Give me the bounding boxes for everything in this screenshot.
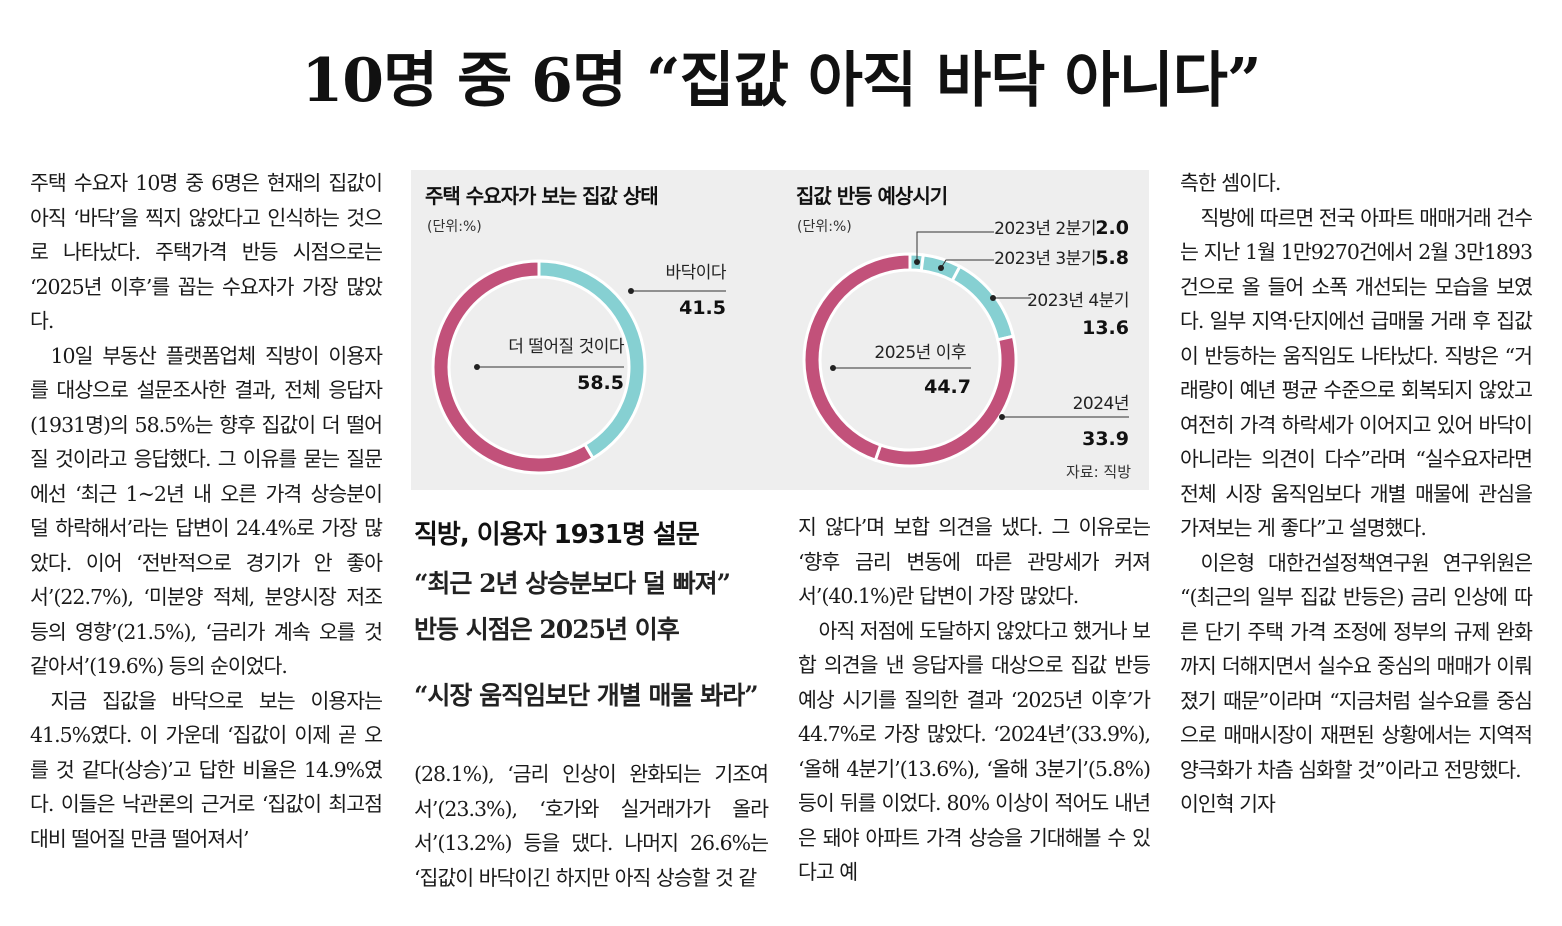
paragraph: 측한 셈이다.: [1180, 171, 1281, 195]
chart-source: 자료: 직방: [1066, 463, 1131, 481]
slice-value: 2.0: [1095, 217, 1129, 239]
chart-unit: (단위:%): [427, 219, 482, 235]
paragraph: 아직 저점에 도달하지 않았다고 했거나 보합 의견을 낸 응답자를 대상으로 …: [798, 618, 1151, 885]
paragraph: 지금 집값을 바닥으로 보는 이용자는 41.5%였다. 이 가운데 ‘집값이 …: [30, 688, 383, 851]
donut-slice: [431, 259, 596, 475]
slice-label: 2023년 2분기: [994, 219, 1096, 239]
subhead-line-2: 반등 시점은 2025년 이후: [414, 615, 680, 644]
chart-title: 주택 수요자가 보는 집값 상태: [425, 184, 658, 208]
slice-value: 41.5: [679, 297, 726, 319]
article-column-4: 측한 셈이다. 직방에 따르면 전국 아파트 매매거래 건수는 지난 1월 1만9…: [1180, 166, 1533, 822]
subhead-title: 직방, 이용자 1931명 설문: [414, 520, 700, 550]
chart-title: 집값 반등 예상시기: [796, 184, 947, 208]
slice-label: 더 떨어질 것이다: [508, 337, 625, 357]
paragraph: 직방에 따르면 전국 아파트 매매거래 건수는 지난 1월 1만9270건에서 …: [1180, 205, 1533, 541]
headline: 10명 중 6명 “집값 아직 바닥 아니다”: [301, 46, 1262, 116]
infographic-panel: 주택 수요자가 보는 집값 상태 (단위:%) 바닥이다 41.5 더 떨어질 것이다 5…: [411, 170, 1149, 490]
chart-unit: (단위:%): [797, 219, 852, 235]
leader-line: [916, 231, 994, 262]
article-column-2: (28.1%), ‘금리 인상이 완화되는 기조여서’(23.3%), ‘호가와…: [414, 757, 769, 895]
slice-value: 44.7: [924, 376, 971, 398]
paragraph: 지 않다’며 보합 의견을 냈다. 그 이유로는 ‘향후 금리 변동에 따른 관…: [798, 515, 1151, 608]
leader-dot: [990, 295, 996, 301]
leader-dot: [474, 364, 480, 370]
leader-dot: [999, 414, 1005, 420]
leader-dot: [914, 259, 920, 265]
slice-label: 2025년 이후: [874, 343, 966, 363]
article-column-3: 지 않다’며 보합 의견을 냈다. 그 이유로는 ‘향후 금리 변동에 따른 관…: [798, 510, 1151, 890]
paragraph: 주택 수요자 10명 중 6명은 현재의 집값이 아직 ‘바닥’을 찍지 않았다…: [30, 171, 383, 333]
slice-value: 58.5: [577, 372, 624, 394]
slice-value: 5.8: [1095, 247, 1129, 269]
leader-dot: [830, 365, 836, 371]
slice-value: 33.9: [1082, 428, 1129, 450]
donut-slice: [950, 264, 1016, 342]
slice-label: 2023년 3분기: [994, 249, 1096, 269]
subhead-line-3: “시장 움직임보단 개별 매물 봐라”: [414, 681, 759, 710]
leader-line: [940, 259, 994, 269]
paragraph: (28.1%), ‘금리 인상이 완화되는 기조여서’(23.3%), ‘호가와…: [414, 762, 769, 890]
slice-value: 13.6: [1082, 317, 1129, 339]
article-column-1: 주택 수요자 10명 중 6명은 현재의 집값이 아직 ‘바닥’을 찍지 않았다…: [30, 166, 383, 856]
slice-label: 2024년: [1073, 394, 1129, 414]
subhead-line-1: “최근 2년 상승분보다 덜 빠져”: [414, 569, 731, 598]
donut-charts: 주택 수요자가 보는 집값 상태 (단위:%) 바닥이다 41.5 더 떨어질 것이다 5…: [425, 184, 1131, 481]
leader-dot: [938, 265, 944, 271]
slice-label: 바닥이다: [665, 263, 726, 283]
paragraph: 이은형 대한건설정책연구원 연구위원은 “(최근의 일부 집값 반등은) 금리 …: [1180, 550, 1533, 782]
donut-slice: [802, 252, 912, 463]
byline: 이인혁 기자: [1180, 792, 1276, 816]
paragraph: 10일 부동산 플랫폼업체 직방이 이용자를 대상으로 설문조사한 결과, 전체…: [30, 343, 383, 679]
leader-dot: [628, 288, 634, 294]
slice-label: 2023년 4분기: [1027, 291, 1129, 311]
